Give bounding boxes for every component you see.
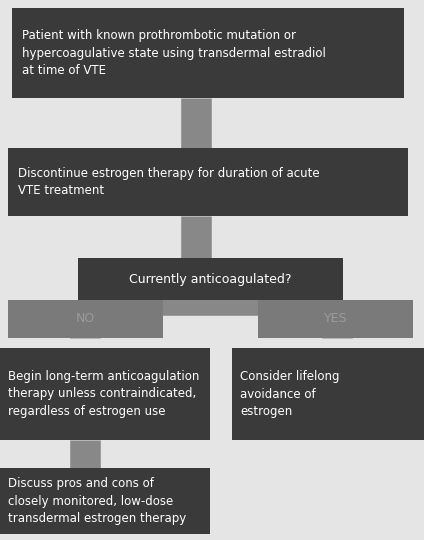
Text: Discuss pros and cons of
closely monitored, low-dose
transdermal estrogen therap: Discuss pros and cons of closely monitor… bbox=[8, 477, 186, 525]
Bar bbox=[8, 148, 408, 216]
Bar bbox=[78, 258, 343, 300]
Bar bbox=[0, 348, 210, 440]
Text: NO: NO bbox=[76, 313, 95, 326]
Bar bbox=[8, 300, 163, 338]
Bar bbox=[12, 8, 404, 98]
Text: YES: YES bbox=[324, 313, 347, 326]
Text: Patient with known prothrombotic mutation or
hypercoagulative state using transd: Patient with known prothrombotic mutatio… bbox=[22, 29, 326, 77]
Bar bbox=[258, 300, 413, 338]
Text: Discontinue estrogen therapy for duration of acute
VTE treatment: Discontinue estrogen therapy for duratio… bbox=[18, 167, 320, 197]
Text: Consider lifelong
avoidance of
estrogen: Consider lifelong avoidance of estrogen bbox=[240, 370, 340, 418]
Bar bbox=[0, 468, 210, 534]
Text: Currently anticoagulated?: Currently anticoagulated? bbox=[129, 273, 292, 286]
Text: Begin long-term anticoagulation
therapy unless contraindicated,
regardless of es: Begin long-term anticoagulation therapy … bbox=[8, 370, 199, 418]
Bar bbox=[232, 348, 424, 440]
